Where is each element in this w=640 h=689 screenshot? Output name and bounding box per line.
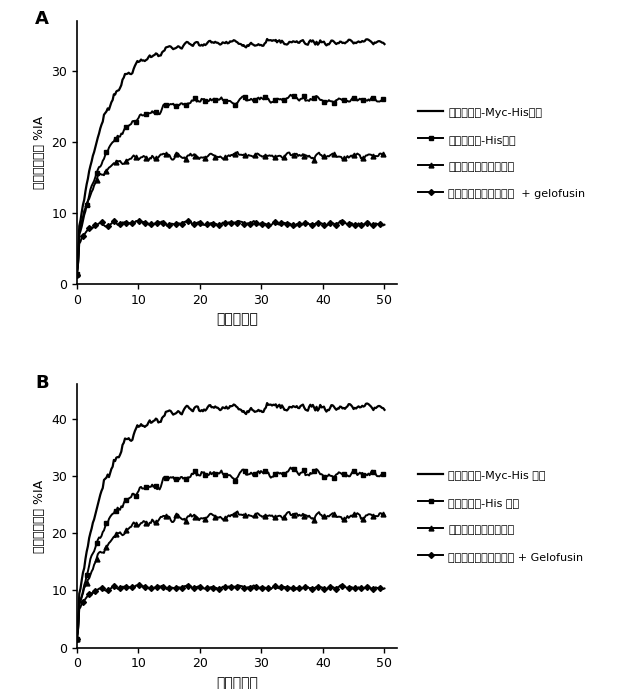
ナノボディ-Myc-His タグ bbox=[263, 399, 271, 407]
ナノボディ-Hisタグ bbox=[200, 95, 208, 103]
ナノボディ-Myc-His タグ bbox=[196, 407, 204, 415]
非タグ付加ナノボディ + Gelofusin bbox=[381, 584, 388, 593]
ナノボディ-Myc-Hisタグ bbox=[381, 40, 388, 48]
非タグ付加ナノボディ bbox=[381, 511, 388, 520]
ナノボディ-Myc-Hisタグ bbox=[287, 38, 294, 46]
Line: ナノボディ-His タグ: ナノボディ-His タグ bbox=[74, 465, 387, 641]
非タグ付加ナノボディ + Gelofusin bbox=[124, 583, 131, 591]
非タグ付加ナノボディ bbox=[73, 270, 81, 278]
非タグ付加ナノボディ bbox=[196, 154, 204, 162]
ナノボディ-Myc-Hisタグ bbox=[196, 41, 204, 50]
非タグ付加ナノボディ bbox=[287, 511, 294, 519]
ナノボディ-His タグ bbox=[251, 470, 259, 478]
非タグ付加ナノボディ + Gelofusin bbox=[73, 635, 81, 644]
ナノボディ-His タグ bbox=[287, 464, 294, 472]
ナノボディ-Myc-His タグ bbox=[73, 635, 81, 644]
ナノボディ-Myc-His タグ bbox=[251, 408, 259, 416]
非タグ付加ナノボディ bbox=[124, 525, 131, 533]
Line: 非タグ付加ナノボディ: 非タグ付加ナノボディ bbox=[74, 509, 387, 641]
ナノボディ-Hisタグ bbox=[196, 97, 204, 105]
非タグ付加ナノボディ bbox=[234, 507, 241, 515]
Line: 非タグ付加ナノボディ: 非タグ付加ナノボディ bbox=[74, 150, 387, 277]
Text: B: B bbox=[35, 373, 49, 391]
ナノボディ-Hisタグ bbox=[73, 270, 81, 278]
Legend: ナノボディ-Myc-His タグ, ナノボディ-His タグ, 非タグ付加ナノボディ, 非タグ付加ナノボディ + Gelofusin: ナノボディ-Myc-His タグ, ナノボディ-His タグ, 非タグ付加ナノボ… bbox=[419, 470, 584, 562]
非タグ付加ナノボディ bbox=[200, 514, 208, 522]
ナノボディ-Myc-His タグ bbox=[124, 435, 131, 443]
Line: ナノボディ-Myc-Hisタグ: ナノボディ-Myc-Hisタグ bbox=[77, 39, 385, 274]
ナノボディ-Myc-His タグ bbox=[287, 403, 294, 411]
非タグ付加ナノボディ  + gelofusin bbox=[200, 220, 208, 229]
ナノボディ-Myc-Hisタグ bbox=[263, 35, 271, 43]
非タグ付加ナノボディ  + gelofusin bbox=[196, 219, 204, 227]
非タグ付加ナノボディ bbox=[287, 151, 294, 159]
ナノボディ-His タグ bbox=[73, 635, 81, 644]
ナノボディ-Hisタグ bbox=[124, 123, 131, 132]
ナノボディ-Myc-His タグ bbox=[381, 406, 388, 414]
非タグ付加ナノボディ bbox=[200, 153, 208, 161]
非タグ付加ナノボディ bbox=[234, 148, 241, 156]
非タグ付加ナノボディ  + gelofusin bbox=[337, 216, 345, 225]
Line: ナノボディ-Hisタグ: ナノボディ-Hisタグ bbox=[74, 92, 387, 277]
ナノボディ-His タグ bbox=[381, 469, 388, 477]
Legend: ナノボディ-Myc-Hisタグ, ナノボディ-Hisタグ, 非タグ付加ナノボディ, 非タグ付加ナノボディ  + gelofusin: ナノボディ-Myc-Hisタグ, ナノボディ-Hisタグ, 非タグ付加ナノボディ… bbox=[419, 106, 586, 198]
Y-axis label: 腎臓における %IA: 腎臓における %IA bbox=[33, 480, 45, 553]
ナノボディ-Hisタグ bbox=[369, 94, 377, 102]
非タグ付加ナノボディ bbox=[369, 512, 377, 520]
非タグ付加ナノボディ bbox=[73, 635, 81, 644]
ナノボディ-Hisタグ bbox=[381, 95, 388, 103]
非タグ付加ナノボディ bbox=[369, 152, 377, 160]
非タグ付加ナノボディ bbox=[252, 511, 260, 519]
非タグ付加ナノボディ + Gelofusin bbox=[369, 585, 377, 593]
Text: A: A bbox=[35, 10, 49, 28]
ナノボディ-Myc-Hisタグ bbox=[369, 40, 377, 48]
非タグ付加ナノボディ  + gelofusin bbox=[285, 219, 293, 227]
非タグ付加ナノボディ bbox=[124, 156, 131, 164]
Line: 非タグ付加ナノボディ + Gelofusin: 非タグ付加ナノボディ + Gelofusin bbox=[75, 583, 387, 641]
ナノボディ-Myc-His タグ bbox=[200, 405, 208, 413]
ナノボディ-His タグ bbox=[200, 468, 208, 476]
非タグ付加ナノボディ bbox=[252, 151, 260, 159]
ナノボディ-Myc-Hisタグ bbox=[73, 270, 81, 278]
Line: ナノボディ-Myc-His タグ: ナノボディ-Myc-His タグ bbox=[77, 403, 385, 639]
ナノボディ-His タグ bbox=[196, 471, 204, 480]
非タグ付加ナノボディ bbox=[196, 514, 204, 522]
非タグ付加ナノボディ + Gelofusin bbox=[285, 583, 293, 591]
非タグ付加ナノボディ  + gelofusin bbox=[369, 221, 377, 229]
Line: 非タグ付加ナノボディ  + gelofusin: 非タグ付加ナノボディ + gelofusin bbox=[75, 218, 387, 277]
ナノボディ-Myc-Hisタグ bbox=[200, 40, 208, 48]
非タグ付加ナノボディ + Gelofusin bbox=[251, 582, 259, 590]
非タグ付加ナノボディ  + gelofusin bbox=[381, 220, 388, 229]
ナノボディ-His タグ bbox=[285, 465, 293, 473]
ナノボディ-Hisタグ bbox=[251, 96, 259, 104]
ナノボディ-His タグ bbox=[124, 496, 131, 504]
ナノボディ-Hisタグ bbox=[285, 92, 293, 101]
ナノボディ-Myc-Hisタグ bbox=[251, 41, 259, 50]
Y-axis label: 腎臓における %IA: 腎臓における %IA bbox=[33, 116, 45, 189]
X-axis label: 時間（分）: 時間（分） bbox=[216, 676, 258, 689]
ナノボディ-Myc-Hisタグ bbox=[124, 70, 131, 78]
非タグ付加ナノボディ  + gelofusin bbox=[124, 219, 131, 227]
ナノボディ-Hisタグ bbox=[287, 91, 294, 99]
非タグ付加ナノボディ + Gelofusin bbox=[337, 581, 345, 589]
非タグ付加ナノボディ bbox=[381, 152, 388, 160]
X-axis label: 時間（分）: 時間（分） bbox=[216, 312, 258, 327]
ナノボディ-His タグ bbox=[369, 468, 377, 476]
非タグ付加ナノボディ + Gelofusin bbox=[200, 584, 208, 593]
非タグ付加ナノボディ  + gelofusin bbox=[73, 271, 81, 279]
非タグ付加ナノボディ + Gelofusin bbox=[196, 583, 204, 591]
非タグ付加ナノボディ  + gelofusin bbox=[251, 217, 259, 225]
ナノボディ-Myc-His タグ bbox=[369, 406, 377, 414]
